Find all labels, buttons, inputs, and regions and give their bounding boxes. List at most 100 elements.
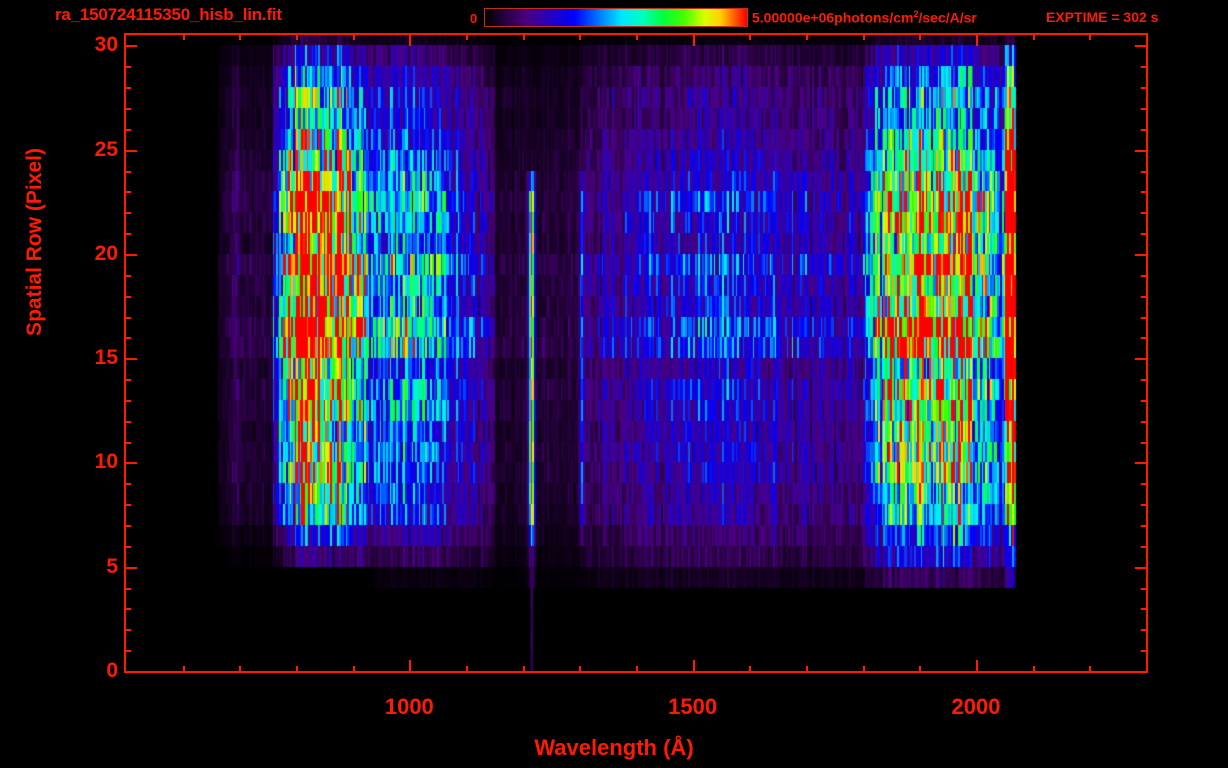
y-tick-right [1135, 149, 1148, 152]
y-tick-right [1141, 274, 1148, 277]
y-tick-label: 30 [94, 33, 118, 57]
y-minor-tick [124, 483, 131, 486]
y-tick-right [1141, 66, 1148, 69]
colorbar-units-suffix: /sec/A/sr [918, 9, 977, 26]
y-minor-tick [124, 650, 131, 653]
y-minor-tick [124, 629, 131, 632]
x-tick-top [409, 33, 412, 46]
x-tick-top [1032, 33, 1035, 40]
y-tick-label: 0 [106, 659, 118, 682]
colorbar-max-value: 5.00000e+06 [752, 9, 835, 26]
y-minor-tick [124, 441, 131, 444]
y-minor-tick [124, 274, 131, 277]
x-tick-top [182, 33, 185, 40]
y-minor-tick [124, 379, 131, 382]
y-tick-right [1141, 483, 1148, 486]
y-minor-tick [124, 504, 131, 507]
y-tick-right [1141, 316, 1148, 319]
x-tick-top [636, 33, 638, 40]
y-tick-right [1141, 337, 1148, 340]
x-tick-top [522, 33, 525, 40]
x-tick-top [862, 33, 865, 40]
page-title: ra_150724115350_hisb_lin.fit [55, 5, 282, 24]
y-tick-right [1141, 191, 1148, 194]
x-minor-tick [182, 666, 185, 673]
y-major-tick [124, 358, 137, 361]
x-tick-top [296, 33, 298, 40]
y-tick-right [1141, 629, 1148, 632]
y-major-tick [124, 566, 137, 569]
x-tick-label: 2000 [951, 694, 1001, 719]
x-major-tick [976, 660, 978, 673]
colorbar-max-label: 5.00000e+06photons/cm2/sec/A/sr [752, 9, 977, 26]
x-minor-tick [862, 666, 865, 673]
y-tick-right [1141, 170, 1148, 173]
y-tick-right [1135, 253, 1148, 256]
y-major-tick [124, 462, 137, 465]
y-tick-label: 10 [94, 450, 118, 474]
y-minor-tick [124, 587, 131, 590]
y-minor-tick [124, 128, 131, 131]
y-minor-tick [124, 87, 131, 90]
x-tick-top [806, 33, 808, 40]
y-minor-tick [124, 191, 131, 194]
x-minor-tick [636, 666, 638, 673]
y-tick-right [1135, 566, 1148, 569]
y-minor-tick [124, 316, 131, 319]
colorbar-units-prefix: photons/cm [834, 9, 914, 26]
colorbar-min-label: 0 [470, 11, 478, 26]
y-minor-tick [124, 545, 131, 548]
plot-frame [124, 33, 1148, 673]
y-minor-tick [124, 295, 131, 298]
y-tick-right [1141, 233, 1148, 236]
x-minor-tick [919, 666, 922, 673]
y-tick-right [1141, 128, 1148, 131]
y-minor-tick [124, 420, 131, 423]
y-tick-label: 5 [106, 554, 118, 578]
x-tick-label: 1500 [668, 694, 718, 719]
y-tick-right [1141, 420, 1148, 423]
x-minor-tick [466, 666, 468, 673]
y-minor-tick [124, 66, 131, 69]
x-minor-tick [806, 666, 808, 673]
x-major-tick [692, 660, 695, 673]
x-minor-tick [749, 666, 752, 673]
x-minor-tick [1089, 666, 1092, 673]
y-tick-right [1141, 545, 1148, 548]
y-axis-title: Spatial Row (Pixel) [23, 148, 46, 336]
spectrogram-image [126, 35, 1146, 671]
x-tick-label: 1000 [384, 694, 434, 719]
y-tick-right [1141, 441, 1148, 444]
y-tick-right [1141, 608, 1148, 611]
y-minor-tick [124, 608, 131, 611]
y-minor-tick [124, 337, 131, 340]
y-tick-right [1135, 358, 1148, 361]
x-minor-tick [239, 666, 242, 673]
x-tick-top [1146, 33, 1148, 40]
y-tick-right [1141, 587, 1148, 590]
y-tick-right [1135, 462, 1148, 465]
y-tick-label: 20 [94, 241, 118, 265]
x-tick-top [919, 33, 922, 40]
y-major-tick [124, 253, 137, 256]
y-tick-label: 25 [94, 137, 118, 161]
y-major-tick [124, 671, 137, 673]
y-tick-right [1141, 87, 1148, 90]
y-minor-tick [124, 170, 131, 173]
y-minor-tick [124, 212, 131, 215]
y-tick-right [1141, 212, 1148, 215]
x-tick-top [1089, 33, 1092, 40]
y-tick-right [1141, 525, 1148, 528]
y-major-tick [124, 45, 137, 48]
x-tick-top [579, 33, 582, 40]
y-major-tick [124, 149, 137, 152]
x-minor-tick [1032, 666, 1035, 673]
x-tick-top [692, 33, 695, 46]
x-tick-top [352, 33, 355, 40]
y-tick-right [1141, 504, 1148, 507]
x-major-tick [409, 660, 412, 673]
y-tick-right [1135, 45, 1148, 48]
x-tick-top [466, 33, 468, 40]
x-minor-tick [522, 666, 525, 673]
